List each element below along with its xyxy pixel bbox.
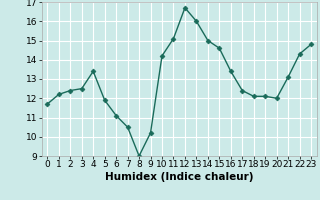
- X-axis label: Humidex (Indice chaleur): Humidex (Indice chaleur): [105, 172, 253, 182]
